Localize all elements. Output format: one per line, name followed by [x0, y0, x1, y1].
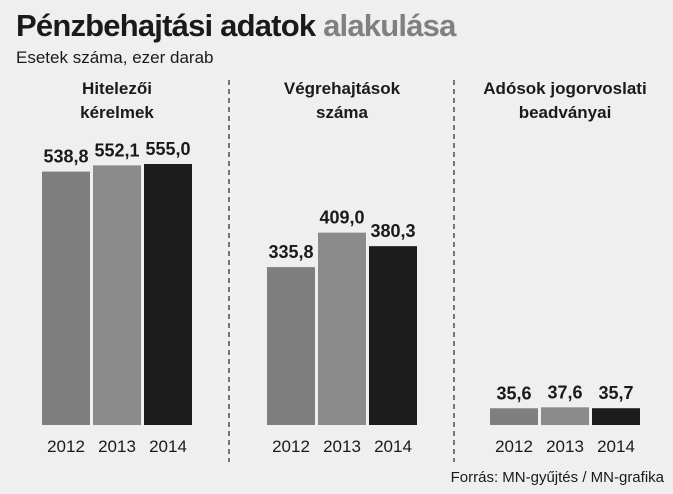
bar [369, 246, 417, 425]
x-tick-label: 2014 [597, 437, 635, 456]
bar [42, 171, 90, 425]
source: Forrás: MN-gyűjtés / MN-grafika [451, 469, 665, 486]
panel-title: száma [316, 103, 369, 122]
bar [144, 164, 192, 425]
panel-title: kérelmek [80, 103, 154, 122]
bar [490, 408, 538, 425]
bar [318, 232, 366, 425]
x-tick-label: 2012 [47, 437, 85, 456]
x-tick-label: 2012 [495, 437, 533, 456]
value-label: 37,6 [547, 382, 582, 402]
bar [93, 165, 141, 426]
panel-title: beadványai [519, 103, 612, 122]
x-tick-label: 2013 [98, 437, 136, 456]
value-label: 555,0 [145, 139, 190, 159]
bar [592, 408, 640, 425]
x-tick-label: 2013 [323, 437, 361, 456]
bar [267, 267, 315, 425]
panel-title: Adósok jogorvoslati [483, 79, 646, 98]
value-label: 35,7 [598, 383, 633, 403]
value-label: 552,1 [94, 140, 139, 160]
title-main: Pénzbehajtási adatok [16, 8, 317, 43]
panel-title: Hitelezői [82, 79, 152, 98]
value-label: 380,3 [370, 221, 415, 241]
bar [541, 407, 589, 425]
x-tick-label: 2014 [149, 437, 187, 456]
value-label: 335,8 [268, 242, 313, 262]
x-tick-label: 2014 [374, 437, 412, 456]
value-label: 538,8 [43, 147, 88, 167]
title-highlight: alakulása [323, 8, 457, 43]
chart-title: Pénzbehajtási adatok alakulása [16, 8, 457, 43]
x-tick-label: 2013 [546, 437, 584, 456]
panel-title: Végrehajtások [284, 79, 401, 98]
value-label: 35,6 [496, 383, 531, 403]
x-tick-label: 2012 [272, 437, 310, 456]
subtitle: Esetek száma, ezer darab [16, 48, 213, 67]
value-label: 409,0 [319, 208, 364, 228]
